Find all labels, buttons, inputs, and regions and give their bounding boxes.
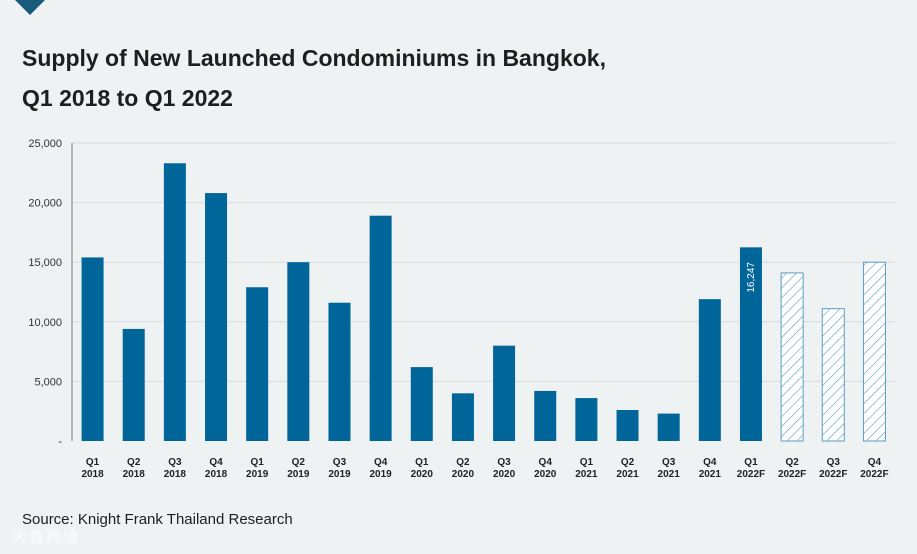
x-tick-label-year: 2022F: [778, 469, 806, 480]
x-tick-label-quarter: Q4: [868, 457, 882, 468]
title-line-1: Supply of New Launched Condominiums in B…: [22, 45, 606, 71]
bar: [122, 328, 145, 441]
x-tick-label-quarter: Q3: [662, 457, 676, 468]
x-tick-label-quarter: Q1: [86, 457, 100, 468]
bar: [451, 393, 474, 441]
x-tick-label-quarter: Q3: [827, 457, 841, 468]
x-tick-label-year: 2021: [658, 469, 681, 480]
x-tick-label-quarter: Q4: [374, 457, 388, 468]
x-tick-label-quarter: Q3: [168, 457, 182, 468]
x-tick-label-quarter: Q1: [744, 457, 758, 468]
x-tick-label-year: 2022F: [860, 469, 888, 480]
bar: [575, 398, 598, 441]
x-tick-label-year: 2020: [452, 469, 475, 480]
bar: [81, 257, 104, 441]
x-tick-label-quarter: Q2: [456, 457, 470, 468]
x-tick-label-year: 2019: [246, 469, 269, 480]
x-tick-label-quarter: Q4: [703, 457, 717, 468]
x-tick-label-year: 2020: [411, 469, 434, 480]
forecast-bar: [780, 272, 804, 442]
bar-chart: -5,00010,00015,00020,00025,000Q12018Q220…: [28, 138, 895, 480]
bar: [657, 413, 680, 441]
y-tick-label: 5,000: [34, 376, 62, 388]
forecast-bar: [821, 308, 845, 442]
bar: [328, 302, 351, 441]
bar: [410, 367, 433, 441]
x-tick-label-quarter: Q1: [580, 457, 594, 468]
x-tick-label-quarter: Q2: [127, 457, 141, 468]
y-tick-label: 10,000: [28, 317, 62, 329]
x-tick-label-quarter: Q1: [415, 457, 429, 468]
y-tick-label: -: [58, 436, 62, 448]
title-line-2: Q1 2018 to Q1 2022: [22, 85, 233, 111]
data-label: 16,247: [746, 262, 757, 293]
watermark: 大数跨境: [12, 529, 81, 546]
x-tick-label-year: 2018: [81, 469, 104, 480]
x-tick-label-quarter: Q1: [251, 457, 265, 468]
source-note: Source: Knight Frank Thailand Research: [22, 511, 293, 528]
y-tick-label: 20,000: [28, 198, 62, 210]
x-tick-label-year: 2021: [575, 469, 598, 480]
x-tick-label-year: 2022F: [737, 469, 765, 480]
x-tick-label-quarter: Q4: [209, 457, 223, 468]
x-tick-label-year: 2018: [164, 469, 187, 480]
x-tick-label-quarter: Q4: [539, 457, 553, 468]
x-tick-label-year: 2021: [699, 469, 722, 480]
bar: [287, 262, 310, 441]
bar: [698, 299, 721, 441]
x-tick-label-year: 2019: [328, 469, 351, 480]
x-tick-label-year: 2018: [205, 469, 228, 480]
x-tick-label-year: 2020: [534, 469, 557, 480]
y-tick-label: 25,000: [28, 138, 62, 150]
bar: [493, 345, 516, 441]
x-tick-label-year: 2019: [370, 469, 393, 480]
x-tick-label-year: 2019: [287, 469, 310, 480]
bar: [369, 215, 392, 441]
bar: [163, 163, 186, 441]
x-tick-label-quarter: Q2: [785, 457, 799, 468]
x-tick-label-quarter: Q3: [333, 457, 347, 468]
chart-title: Supply of New Launched Condominiums in B…: [22, 38, 606, 118]
forecast-bar: [862, 261, 886, 442]
bar: [246, 287, 269, 441]
bar: [534, 390, 557, 441]
x-tick-label-year: 2018: [123, 469, 146, 480]
x-tick-label-year: 2020: [493, 469, 516, 480]
x-tick-label-quarter: Q2: [621, 457, 635, 468]
bar: [739, 247, 762, 441]
x-tick-label-quarter: Q2: [292, 457, 306, 468]
x-tick-label-year: 2022F: [819, 469, 847, 480]
bar: [616, 410, 639, 441]
x-tick-label-quarter: Q3: [497, 457, 511, 468]
x-tick-label-year: 2021: [616, 469, 639, 480]
y-tick-label: 15,000: [28, 257, 62, 269]
bar: [205, 193, 228, 441]
